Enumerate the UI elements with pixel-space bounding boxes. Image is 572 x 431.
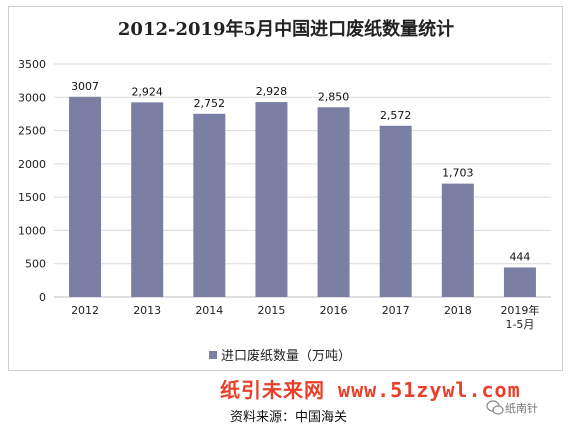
- bar: [379, 125, 412, 297]
- y-tick-label: 2000: [18, 158, 46, 171]
- y-tick-label: 1000: [18, 224, 46, 237]
- chat-bubble-icon: [486, 400, 504, 415]
- data-label: 444: [509, 250, 530, 263]
- data-label: 2,928: [256, 85, 288, 98]
- data-labels: 3007 2,924 2,752 2,928 2,850 2,572 1,703 444: [71, 80, 530, 264]
- source-caption: 资料来源：中国海关: [230, 410, 348, 425]
- legend-swatch: [209, 351, 217, 359]
- x-tick-label: 2016: [320, 304, 348, 317]
- bar: [317, 107, 350, 298]
- legend-label: 进口废纸数量（万吨）: [221, 348, 351, 364]
- bar-chart: 2012-2019年5月中国进口废纸数量统计 0 500 1000 1500 2000 2…: [18, 18, 551, 364]
- chart-title: 2012-2019年5月中国进口废纸数量统计: [118, 18, 454, 40]
- data-label: 1,703: [442, 167, 474, 180]
- data-label: 2,752: [194, 97, 226, 110]
- site-watermark: 纸引未来网 www.51zywl.com: [220, 378, 521, 402]
- x-tick-label: 2018: [444, 304, 472, 317]
- y-tick-label: 3500: [18, 58, 46, 71]
- x-tick-label: 2017: [382, 304, 410, 317]
- chart-container: 2012-2019年5月中国进口废纸数量统计 0 500 1000 1500 2000 2…: [8, 6, 563, 371]
- x-tick-label: 2013: [133, 304, 161, 317]
- legend: 进口废纸数量（万吨）: [209, 348, 351, 364]
- y-tick-label: 3000: [18, 91, 46, 104]
- grid-lines: [54, 63, 551, 298]
- brand-name: 纸南针: [505, 402, 538, 415]
- x-axis-ticks: 2012 2013 2014 2015 2016 2017 2018 2019年 1-5月: [71, 303, 539, 331]
- bars: [69, 96, 536, 298]
- y-tick-label: 500: [25, 258, 46, 271]
- bar: [255, 102, 288, 297]
- bar: [441, 183, 474, 297]
- y-tick-label: 1500: [18, 191, 46, 204]
- x-tick-label: 2015: [257, 304, 285, 317]
- y-tick-label: 0: [39, 291, 46, 304]
- bar: [503, 267, 536, 297]
- y-tick-label: 2500: [18, 125, 46, 138]
- x-tick-label: 2014: [195, 304, 223, 317]
- data-label: 2,572: [380, 109, 412, 122]
- x-tick-label: 2019年 1-5月: [500, 303, 539, 331]
- bar: [131, 102, 164, 297]
- data-label: 3007: [71, 80, 99, 93]
- y-axis-ticks: 0 500 1000 1500 2000 2500 3000 3500: [18, 58, 46, 304]
- data-label: 2,850: [318, 90, 350, 103]
- x-tick-label: 2012: [71, 304, 99, 317]
- bar: [193, 113, 226, 297]
- bar: [69, 96, 102, 297]
- data-label: 2,924: [131, 85, 163, 98]
